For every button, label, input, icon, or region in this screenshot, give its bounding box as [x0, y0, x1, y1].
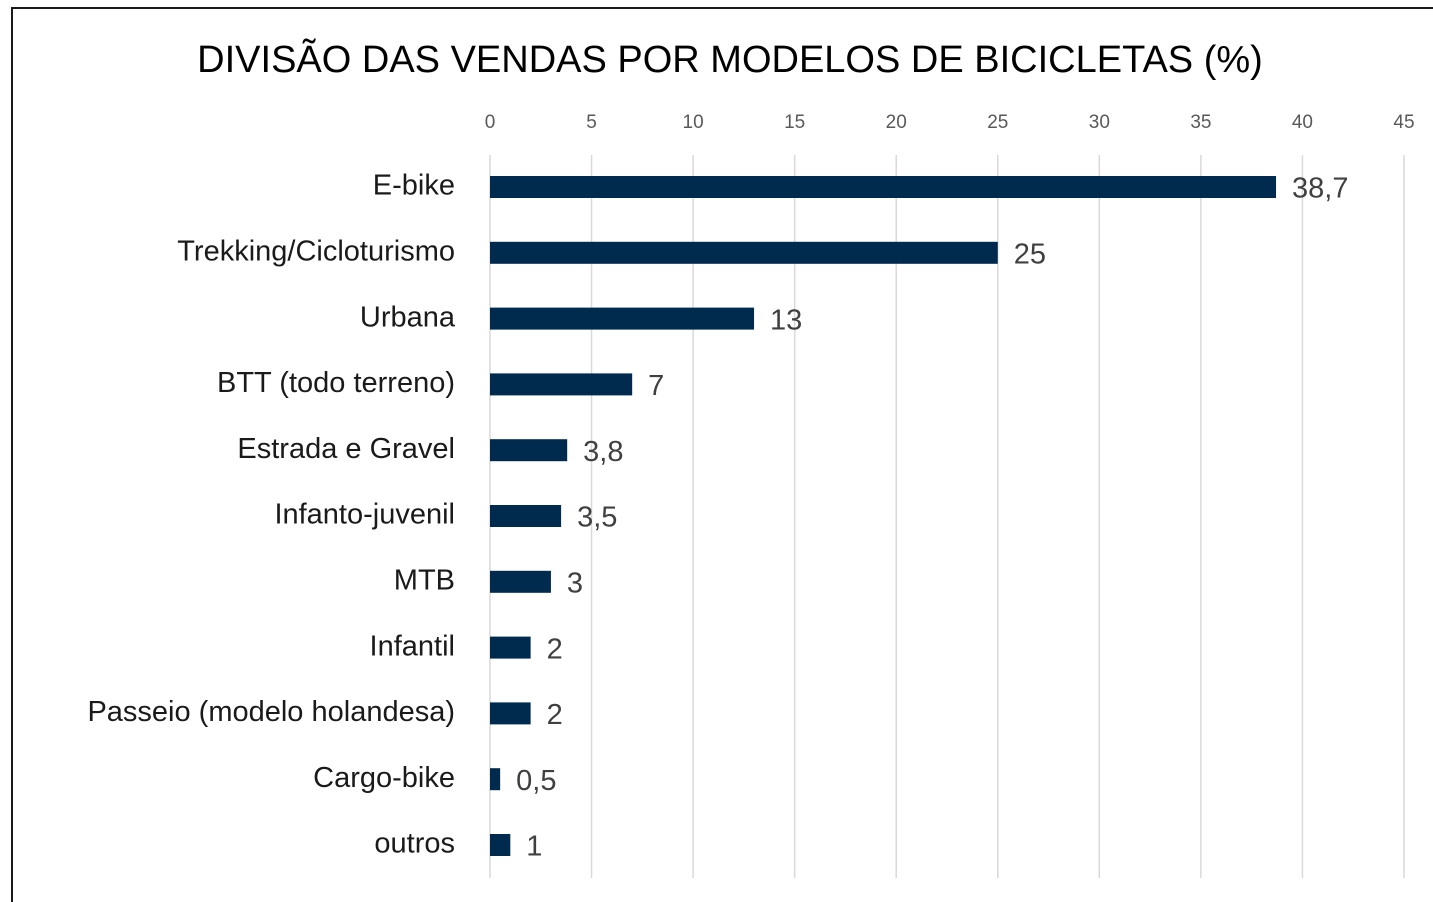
category-label: E-bike: [373, 170, 455, 202]
category-label: Estrada e Gravel: [237, 433, 455, 465]
bar: [490, 834, 511, 856]
x-tick-label: 45: [1393, 112, 1414, 133]
bar: [490, 505, 562, 527]
bar: [490, 373, 633, 396]
bar: [490, 307, 755, 330]
bar: [490, 702, 531, 725]
x-tick-label: 20: [886, 112, 907, 133]
category-label: Cargo-bike: [313, 762, 455, 794]
chart-title: DIVISÃO DAS VENDAS POR MODELOS DE BICICL…: [197, 38, 1263, 81]
bar: [490, 176, 1277, 198]
bar: [490, 241, 998, 264]
x-tick-label: 35: [1190, 112, 1211, 133]
category-label: MTB: [394, 564, 455, 596]
x-tick-label: 5: [586, 112, 597, 133]
bar: [490, 439, 568, 462]
value-label: 2: [547, 633, 563, 665]
chart-frame: [11, 7, 1433, 902]
category-label: Passeio (modelo holandesa): [87, 696, 455, 728]
value-label: 3,8: [583, 436, 623, 468]
category-label: outros: [374, 828, 455, 860]
value-label: 7: [648, 370, 664, 402]
x-tick-label: 25: [987, 112, 1008, 133]
category-label: Trekking/Cicloturismo: [177, 235, 455, 267]
value-label: 38,7: [1292, 173, 1348, 205]
bar: [490, 570, 551, 593]
value-label: 3: [567, 567, 583, 599]
category-label: Urbana: [360, 301, 456, 333]
x-tick-label: 10: [683, 112, 704, 133]
category-label: Infanto-juvenil: [274, 499, 455, 531]
x-tick-label: 0: [485, 112, 496, 133]
category-label: BTT (todo terreno): [217, 367, 455, 399]
value-label: 3,5: [577, 502, 617, 534]
x-tick-label: 15: [784, 112, 805, 133]
value-label: 1: [526, 831, 542, 863]
x-tick-label: 40: [1292, 112, 1313, 133]
value-label: 2: [547, 699, 563, 731]
value-label: 25: [1014, 238, 1046, 270]
value-label: 0,5: [516, 765, 556, 797]
bar: [490, 636, 531, 659]
x-tick-label: 30: [1089, 112, 1110, 133]
category-label: Infantil: [370, 630, 455, 662]
bar: [490, 768, 501, 791]
value-label: 13: [770, 304, 802, 336]
